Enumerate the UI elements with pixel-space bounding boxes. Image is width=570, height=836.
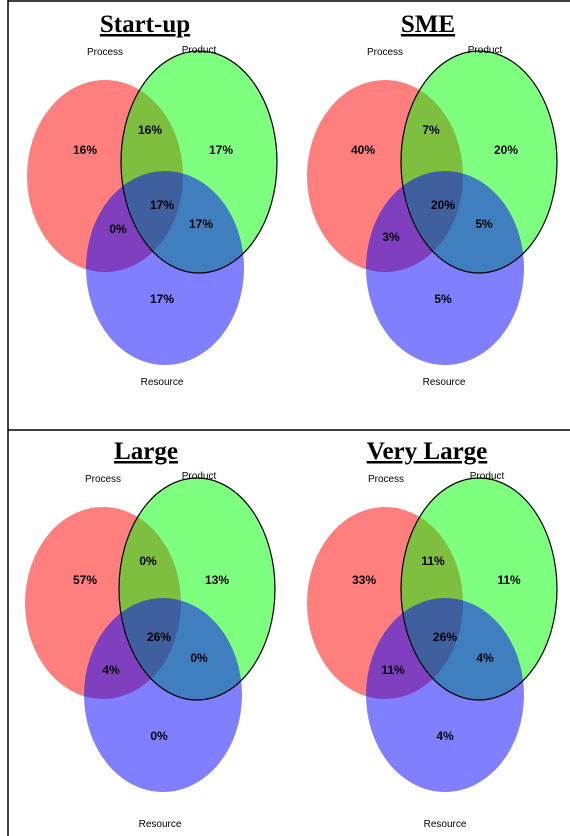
product-label: Product — [468, 45, 503, 56]
product-only-value: 11% — [497, 573, 521, 587]
product-resource-value: 0% — [190, 651, 208, 665]
process-only-value: 57% — [73, 573, 97, 587]
resource-only-value: 4% — [436, 729, 454, 743]
product-label: Product — [470, 471, 505, 482]
product-resource-value: 5% — [475, 217, 493, 231]
panel-title: Very Large — [367, 438, 488, 465]
resource-label: Resource — [424, 819, 467, 830]
product-label: Product — [182, 45, 217, 56]
process-product-value: 11% — [421, 554, 445, 568]
product-label: Product — [182, 471, 217, 482]
resource-circle — [86, 171, 244, 365]
product-circle-outline — [400, 50, 558, 274]
process-product-value: 7% — [422, 123, 440, 137]
product-only-value: 20% — [494, 143, 518, 157]
product-only-value: 17% — [209, 143, 233, 157]
process-only-value: 40% — [351, 143, 375, 157]
resource-label: Resource — [141, 377, 184, 388]
process-only-value: 33% — [352, 573, 376, 587]
venn-panel-sme: SME Process Product Resource 40% 7% 20% … — [307, 11, 558, 388]
resource-circle — [366, 171, 524, 365]
resource-label: Resource — [139, 819, 182, 830]
resource-only-value: 17% — [150, 292, 174, 306]
all-three-value: 17% — [150, 198, 174, 212]
process-resource-value: 11% — [381, 663, 405, 677]
process-label: Process — [368, 474, 404, 485]
resource-label: Resource — [423, 377, 466, 388]
process-only-value: 16% — [73, 143, 97, 157]
panel-title: Large — [114, 438, 178, 465]
resource-circle — [366, 598, 524, 792]
process-resource-value: 0% — [109, 222, 127, 236]
resource-circle — [84, 598, 242, 792]
all-three-value: 26% — [433, 630, 457, 644]
process-label: Process — [367, 47, 403, 58]
process-label: Process — [87, 47, 123, 58]
resource-only-value: 5% — [434, 292, 452, 306]
process-resource-value: 3% — [382, 230, 400, 244]
venn-panel-very-large: Very Large Process Product Resource 33% … — [307, 438, 558, 830]
process-product-value: 0% — [139, 554, 157, 568]
product-resource-value: 4% — [476, 651, 494, 665]
venn-panel-large: Large Process Product Resource 57% 0% 13… — [25, 438, 276, 830]
all-three-value: 20% — [431, 198, 455, 212]
process-product-value: 16% — [138, 123, 162, 137]
process-resource-value: 4% — [102, 663, 120, 677]
venn-panel-startup: Start-up Process Product Resource 16% 16… — [27, 11, 278, 388]
product-only-value: 13% — [205, 573, 229, 587]
product-circle-outline — [118, 477, 276, 701]
product-circle-outline — [120, 50, 278, 274]
product-resource-value: 17% — [189, 217, 213, 231]
all-three-value: 26% — [147, 630, 171, 644]
resource-only-value: 0% — [150, 729, 168, 743]
panel-title: Start-up — [100, 11, 190, 38]
panel-title: SME — [401, 11, 455, 38]
process-label: Process — [85, 474, 121, 485]
product-circle-outline — [400, 477, 558, 701]
